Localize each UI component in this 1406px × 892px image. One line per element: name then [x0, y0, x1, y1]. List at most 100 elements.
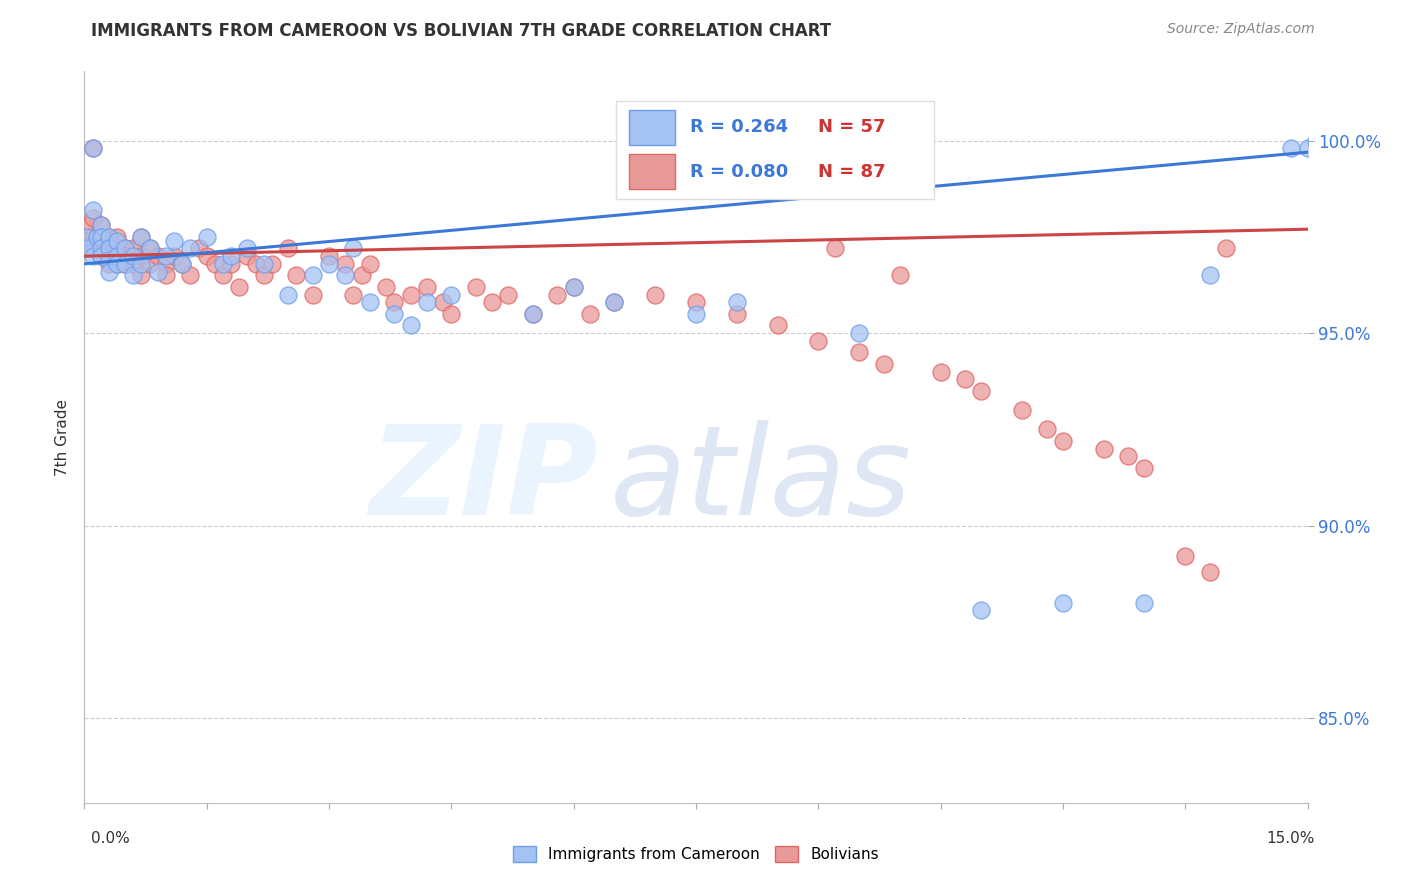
Text: 0.0%: 0.0% [91, 831, 131, 847]
Point [236, 242, 259, 256]
Point [1052, 434, 1074, 448]
Point [953, 372, 976, 386]
Point [253, 257, 276, 271]
Point [399, 287, 422, 301]
Point [131, 268, 153, 283]
Point [498, 287, 520, 301]
Point [416, 280, 439, 294]
Point [644, 287, 666, 301]
Point [212, 268, 235, 283]
Text: N = 57: N = 57 [818, 119, 886, 136]
Point [82, 141, 104, 155]
Point [187, 242, 209, 256]
Point [146, 249, 169, 263]
Point [90, 230, 112, 244]
Point [114, 257, 136, 271]
Point [342, 242, 364, 256]
Point [277, 287, 299, 301]
Point [1198, 565, 1220, 579]
Point [97, 252, 120, 267]
Point [163, 249, 186, 263]
Point [228, 280, 250, 294]
Point [122, 242, 145, 256]
Point [105, 230, 128, 244]
Point [1052, 596, 1074, 610]
Point [105, 257, 128, 271]
Point [1092, 442, 1115, 456]
Point [204, 257, 226, 271]
Point [86, 230, 108, 244]
Point [82, 211, 104, 225]
Point [432, 295, 454, 310]
Point [155, 257, 177, 271]
Point [195, 249, 218, 263]
Point [179, 242, 201, 256]
Point [382, 295, 405, 310]
Y-axis label: 7th Grade: 7th Grade [55, 399, 70, 475]
Point [97, 249, 120, 263]
Text: IMMIGRANTS FROM CAMEROON VS BOLIVIAN 7TH GRADE CORRELATION CHART: IMMIGRANTS FROM CAMEROON VS BOLIVIAN 7TH… [91, 22, 831, 40]
Text: 15.0%: 15.0% [1267, 831, 1315, 847]
Point [399, 318, 422, 333]
Point [807, 334, 830, 348]
Point [77, 242, 100, 256]
Point [219, 257, 242, 271]
Point [212, 257, 235, 271]
Point [82, 202, 104, 217]
Point [82, 249, 104, 263]
Point [97, 230, 120, 244]
Point [105, 257, 128, 271]
Point [97, 230, 120, 244]
Text: R = 0.080: R = 0.080 [690, 163, 789, 181]
Point [848, 326, 870, 340]
Point [90, 242, 112, 256]
Point [76, 230, 98, 244]
Point [603, 295, 626, 310]
Point [219, 249, 242, 263]
Text: N = 87: N = 87 [818, 163, 886, 181]
Point [82, 141, 104, 155]
Point [382, 307, 405, 321]
Point [236, 249, 259, 263]
Text: R = 0.264: R = 0.264 [690, 119, 787, 136]
Point [1305, 134, 1327, 148]
Point [245, 257, 267, 271]
Point [335, 268, 357, 283]
Point [1116, 450, 1139, 464]
Point [138, 242, 160, 256]
Point [848, 345, 870, 359]
Point [86, 230, 108, 244]
Point [318, 257, 340, 271]
Point [138, 242, 160, 256]
Point [105, 249, 128, 263]
Point [359, 295, 381, 310]
Point [725, 307, 748, 321]
Point [76, 230, 98, 244]
Point [97, 234, 120, 248]
Point [105, 234, 128, 248]
Point [82, 242, 104, 256]
Point [872, 357, 894, 371]
Point [97, 257, 120, 271]
Point [122, 268, 145, 283]
Point [155, 249, 177, 263]
Point [131, 257, 153, 271]
Point [970, 603, 993, 617]
Point [77, 219, 100, 233]
Point [318, 249, 340, 263]
Point [114, 249, 136, 263]
Point [172, 257, 194, 271]
Point [685, 307, 707, 321]
Point [131, 230, 153, 244]
Point [1035, 422, 1057, 436]
Point [253, 268, 276, 283]
Point [350, 268, 373, 283]
Point [163, 234, 186, 248]
Point [562, 280, 585, 294]
Point [155, 268, 177, 283]
Point [481, 295, 503, 310]
Point [301, 268, 323, 283]
Bar [628, 154, 675, 189]
Point [82, 230, 104, 244]
Point [90, 219, 112, 233]
